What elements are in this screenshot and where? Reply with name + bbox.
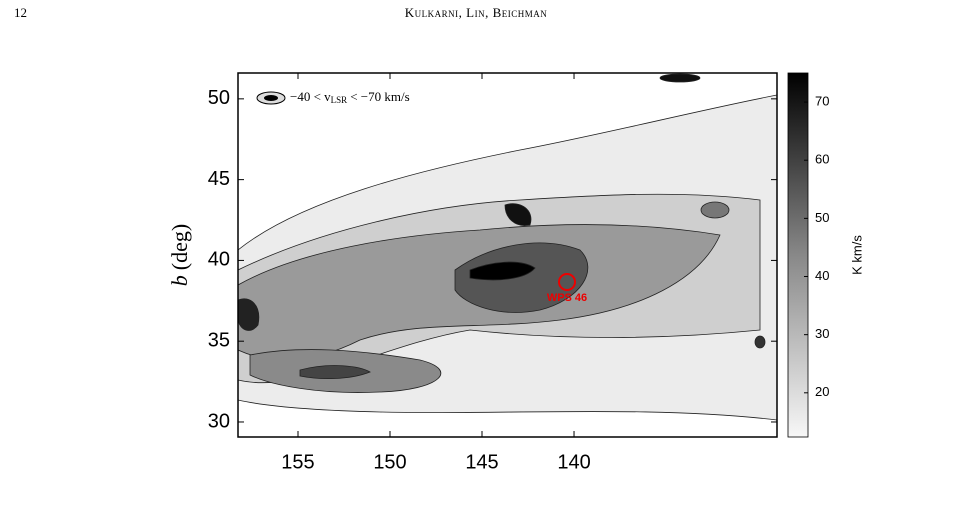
legend-text: −40 < vLSR < −70 km/s	[290, 89, 410, 105]
y-tick-label: 45	[208, 168, 230, 190]
colorbar-label: K km/s	[849, 235, 864, 275]
wps-marker	[558, 273, 576, 291]
colorbar-tick-label: 70	[815, 94, 829, 109]
contour-map	[238, 73, 777, 437]
colorbar	[787, 72, 809, 438]
colorbar-tick-label: 40	[815, 268, 829, 283]
y-axis-label: b(deg)	[167, 224, 192, 286]
y-tick-label: 30	[208, 410, 230, 432]
legend-icon-core	[264, 95, 278, 101]
colorbar-tick-label: 30	[815, 326, 829, 341]
y-tick-label: 40	[208, 249, 230, 271]
y-tick-label: 35	[208, 329, 230, 351]
annotation: WPS 46	[547, 292, 587, 304]
x-tick-label: 145	[465, 451, 498, 473]
x-tick-label: 155	[281, 451, 314, 473]
x-tick-label: 140	[557, 451, 590, 473]
x-tick-label: 150	[373, 451, 406, 473]
page-number: 12	[14, 5, 27, 20]
running-title: Kulkarni, Lin, Beichman	[405, 5, 548, 20]
plot-frame	[237, 72, 778, 438]
colorbar-tick-label: 20	[815, 384, 829, 399]
y-tick-label: 50	[208, 87, 230, 109]
colorbar-tick-label: 60	[815, 152, 829, 167]
colorbar-tick-label: 50	[815, 210, 829, 225]
